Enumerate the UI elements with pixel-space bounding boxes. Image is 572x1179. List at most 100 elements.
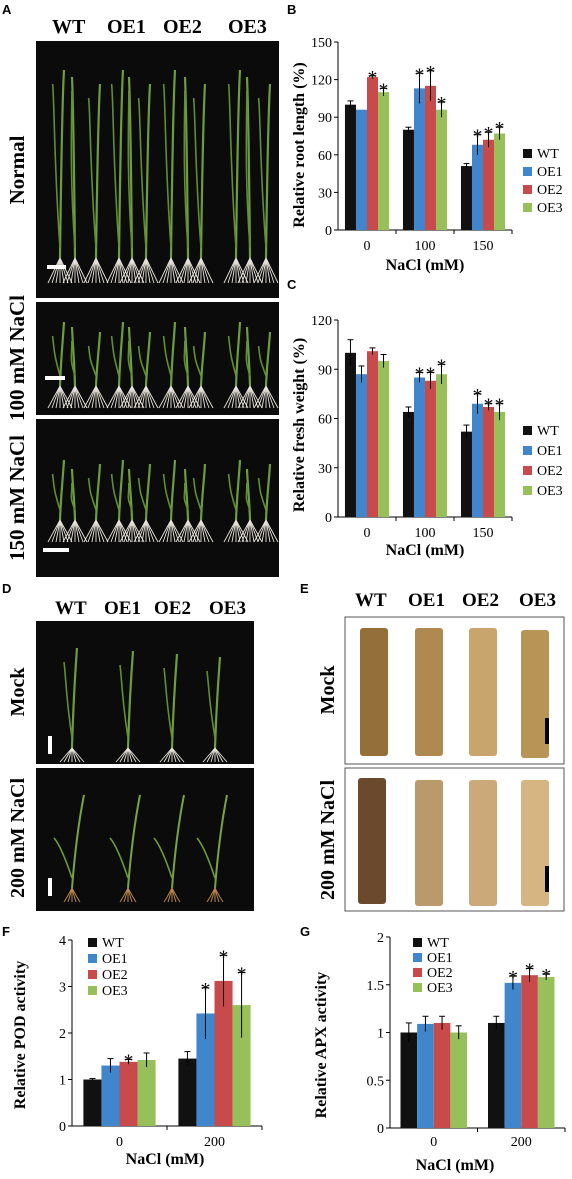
legend-swatch: [413, 983, 422, 992]
significance-star: *: [495, 118, 505, 140]
row-label-200mm: 200 mM NaCl: [7, 778, 29, 898]
bar: [436, 374, 448, 517]
col-label-oe2: OE2: [163, 16, 202, 38]
seedling: [196, 794, 228, 903]
legend-label: OE3: [537, 484, 563, 499]
legend-label: OE1: [427, 951, 453, 966]
seedling: [223, 69, 249, 284]
y-tick-label: 2: [59, 1027, 66, 1042]
seedling: [237, 326, 263, 409]
col-label-oe3: OE3: [209, 598, 246, 619]
legend-swatch: [523, 203, 532, 212]
seedling: [223, 459, 249, 543]
legend-label: OE1: [102, 952, 128, 967]
chart-b-ylabel: Relative root length (%): [291, 62, 308, 227]
y-tick-label: 3: [59, 981, 66, 996]
legend-swatch: [523, 486, 532, 495]
bar: [119, 1061, 138, 1126]
seedling: [188, 463, 214, 543]
seedling: [159, 653, 185, 763]
bar: [521, 975, 538, 1128]
panel-letter-a: A: [2, 2, 12, 17]
legend-label: WT: [427, 936, 449, 951]
legend-swatch: [523, 466, 532, 475]
bar: [402, 129, 414, 230]
seedling: [175, 468, 201, 543]
row-label-150mm: 150 mM NaCl: [5, 435, 29, 561]
panel-letter-c: C: [287, 277, 297, 292]
bar: [483, 139, 495, 230]
y-tick-label: 1.5: [367, 979, 385, 994]
bar: [355, 109, 367, 230]
seedling: [133, 83, 159, 284]
bar: [367, 351, 379, 517]
bar: [344, 352, 356, 517]
bar: [436, 109, 448, 230]
legend-swatch: [523, 149, 532, 158]
chart-f-ylabel: Relative POD activity: [12, 961, 29, 1109]
seedling: [133, 331, 159, 409]
chart-c-xlabel: NaCl (mM): [386, 542, 465, 559]
legend-label: WT: [537, 424, 559, 439]
significance-star: *: [379, 79, 389, 101]
panel-letter-f: F: [2, 924, 10, 939]
significance-star: *: [237, 964, 247, 986]
significance-star: *: [414, 64, 424, 86]
chart-b-xlabel: NaCl (mM): [386, 257, 465, 274]
col-label-oe3: OE3: [228, 16, 267, 38]
legend-label: OE1: [537, 165, 563, 180]
bar: [367, 77, 379, 231]
chart-g-ylabel: Relative APX activity: [313, 972, 330, 1119]
bar: [504, 982, 522, 1128]
significance-star: *: [508, 967, 518, 989]
x-tick-label: 0: [116, 1135, 123, 1150]
scale-bar: [47, 265, 66, 269]
seedling: [158, 321, 184, 409]
legend-label: OE1: [537, 444, 563, 459]
panel-letter-e: E: [300, 581, 309, 596]
seedling: [106, 321, 132, 409]
significance-star: *: [495, 395, 505, 417]
panel-e-leaf-segments: [358, 628, 549, 906]
significance-star: *: [426, 364, 436, 386]
x-tick-label: 200: [511, 1135, 532, 1150]
bar: [378, 92, 390, 230]
seedling: [202, 656, 228, 763]
col-label-oe3: OE3: [519, 590, 556, 611]
legend-label: OE3: [102, 984, 128, 999]
seedling: [62, 76, 88, 284]
seedling: [188, 331, 214, 409]
bar: [413, 377, 425, 517]
panel-d-column-labels: WT OE1 OE2 OE3: [55, 598, 246, 619]
leaf-segment: [469, 628, 497, 756]
significance-star: *: [200, 979, 210, 1001]
seedling: [83, 463, 109, 543]
seedling: [115, 650, 141, 763]
legend-label: WT: [537, 147, 559, 162]
seedling: [175, 76, 201, 284]
legend-swatch: [523, 185, 532, 194]
photo-150mm: [36, 419, 279, 577]
panel-a-column-labels: WT OE1 OE2 OE3: [52, 16, 267, 38]
significance-star: *: [437, 93, 447, 115]
significance-star: *: [414, 364, 424, 386]
panel-e-column-labels: WT OE1 OE2 OE3: [355, 590, 556, 611]
col-label-oe2: OE2: [462, 590, 499, 611]
y-tick-label: 30: [318, 462, 332, 477]
seedling: [253, 83, 279, 284]
bar: [196, 1013, 215, 1126]
y-tick-label: 0: [59, 1120, 66, 1135]
seedling: [133, 463, 159, 543]
scale-bar: [545, 866, 549, 892]
leaf-segment: [358, 778, 386, 904]
col-label-oe1: OE1: [104, 598, 141, 619]
x-tick-label: 150: [473, 239, 494, 254]
seedling: [158, 459, 184, 543]
bar: [402, 411, 414, 517]
x-tick-label: 100: [415, 526, 436, 541]
bar: [483, 407, 495, 517]
row-label-100mm: 100 mM NaCl: [5, 295, 29, 421]
seedling: [47, 459, 73, 543]
legend-label: WT: [102, 936, 124, 951]
